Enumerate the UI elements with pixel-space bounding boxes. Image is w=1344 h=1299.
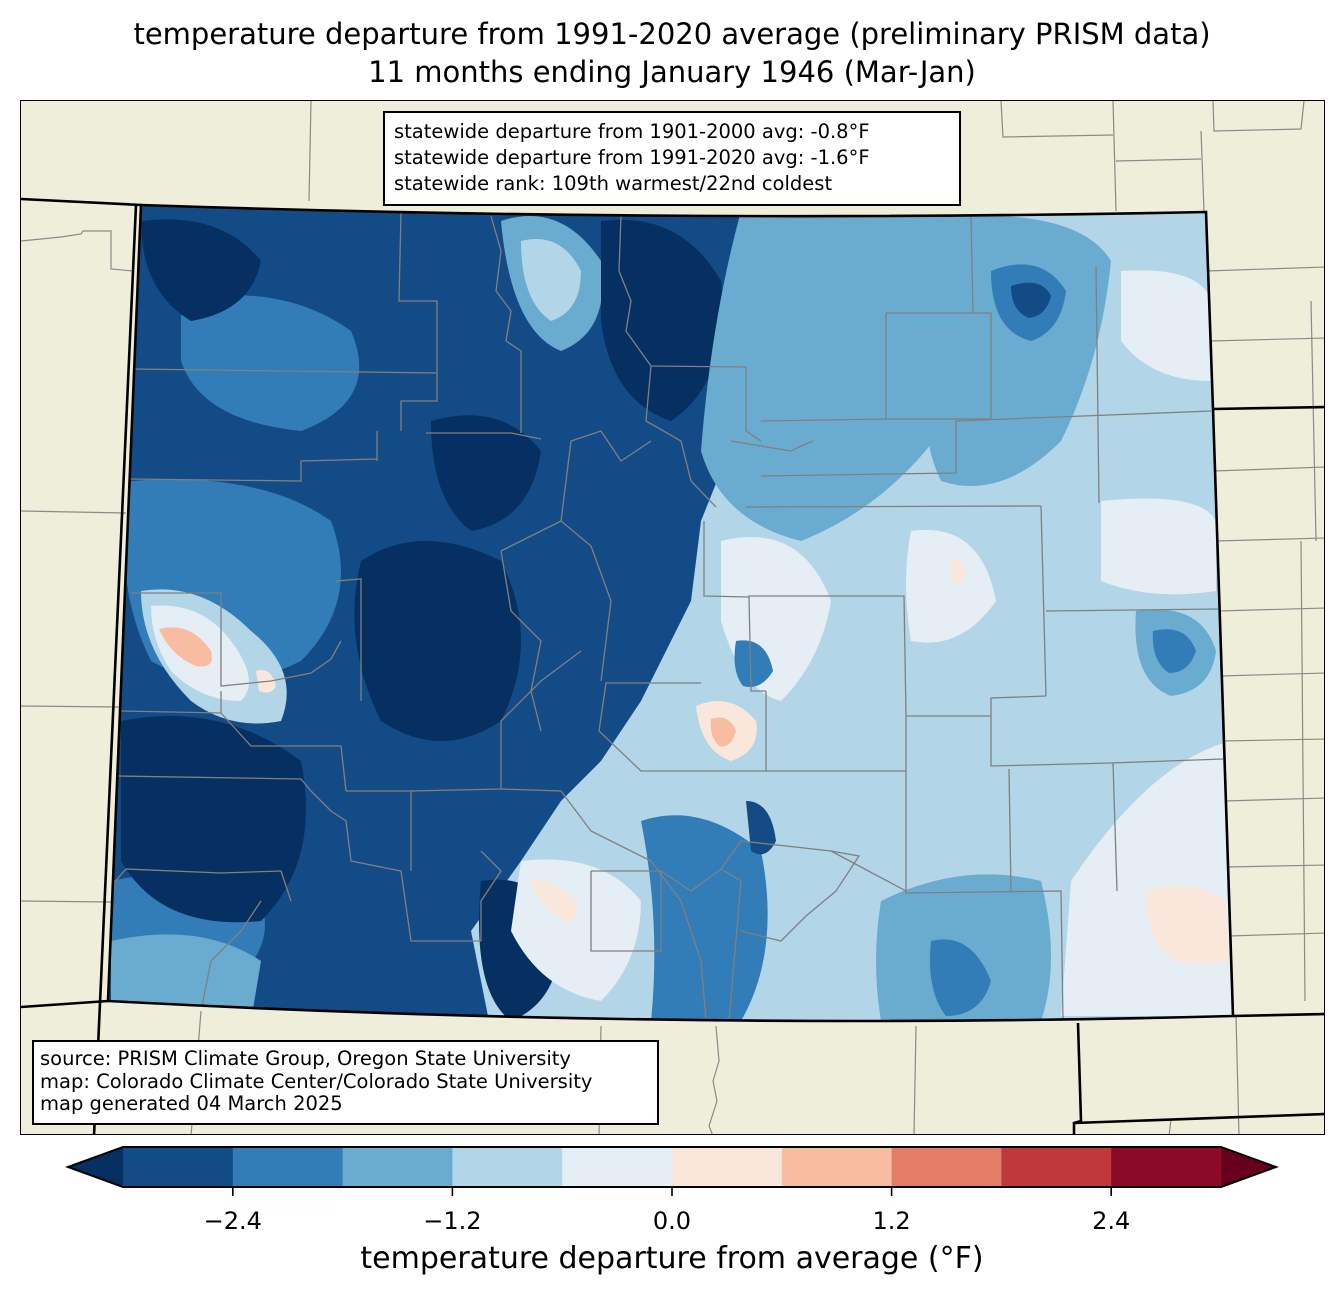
field-region-se-warm [1146,885,1229,964]
map-title: temperature departure from 1991-2020 ave… [133,17,1211,51]
generated-date-line: map generated 04 March 2025 [40,1092,343,1115]
oklahoma-texas-line [1073,1112,1324,1125]
field-region-northpark-light [521,239,581,321]
field-region-sangre-cold [641,815,768,1021]
field-region-sw-light [111,934,261,1021]
stat-departure-1901-2000: statewide departure from 1901-2000 avg: … [394,120,870,143]
colorbar-tick-label: −1.2 [423,1207,482,1235]
state-boundaries [21,197,1324,1134]
colorbar-bin [672,1147,783,1187]
field-region-frontrange [701,211,988,541]
colorbar-bin [781,1147,893,1187]
colorbar-tick-label: −2.4 [203,1207,262,1235]
field-region-pikes-warm-core [710,717,736,747]
field-region-e-white [1101,498,1216,595]
colorbar-bin [232,1147,344,1187]
colorbar-bin [562,1147,673,1187]
colorbar-tick-label: 2.4 [1092,1207,1131,1235]
wyoming-utah-line [21,197,142,207]
colorbar-under-extension [68,1147,123,1187]
stat-rank: statewide rank: 109th warmest/22nd colde… [394,172,833,195]
field-region-ne-cold-core [1011,282,1051,318]
stat-departure-1991-2020: statewide departure from 1991-2020 avg: … [394,146,870,169]
map-subtitle: 11 months ending January 1946 (Mar-Jan) [368,55,976,89]
colorbar-label: temperature departure from average (°F) [360,1241,984,1276]
oklahoma-kansas-line [1232,1012,1324,1018]
colorbar-bin [891,1147,1002,1187]
field-region-ne-white [1121,270,1211,381]
field-region-core-cold-6 [431,415,541,531]
statewide-stats-box: statewide departure from 1901-2000 avg: … [383,111,961,206]
source-line: source: PRISM Climate Group, Oregon Stat… [40,1047,571,1070]
colorbar-bin [123,1147,234,1187]
field-region-core-cold-2 [601,219,723,421]
field-region-core-cold-3 [121,716,306,923]
field-region-e-warm [949,559,966,585]
utah-colorado-ext [92,204,138,1134]
colorbar-outline [65,1146,1279,1188]
map-credit-line: map: Colorado Climate Center/Colorado St… [40,1069,593,1093]
colorbar-bin [342,1147,453,1187]
colorbar-bin [452,1147,563,1187]
field-region-core-cold-4 [141,219,261,321]
map-panel [20,100,1325,1135]
field-region-sangre-cold-2 [746,801,776,855]
field-region-west-mid-3 [181,295,360,431]
oklahoma-panhandle-line [1072,1022,1083,1134]
field-region-core-cold [354,541,521,741]
field-region-slv-warm [529,880,578,923]
field-region-e-white-2 [906,529,996,643]
colorbar-bin [1111,1147,1222,1187]
colorbar-tick-label: 0.0 [652,1207,692,1235]
colorbar-over-extension [1221,1147,1276,1187]
colorbar [65,1146,1279,1196]
field-region-east-cold-core [1152,629,1196,673]
county-lines [110,210,1224,1021]
nebraska-kansas-line [1212,405,1324,411]
departure-field [108,205,1233,1021]
field-region-south-cold [930,939,991,1016]
colorbar-tick-label: 1.2 [872,1207,911,1235]
field-region-springs-cold [734,640,773,687]
source-box: source: PRISM Climate Group, Oregon Stat… [32,1040,659,1125]
colorbar-bin [1001,1147,1112,1187]
temperature-map [21,101,1324,1134]
utah-arizona-line [21,999,109,1009]
field-region-gj-warm [159,627,212,667]
